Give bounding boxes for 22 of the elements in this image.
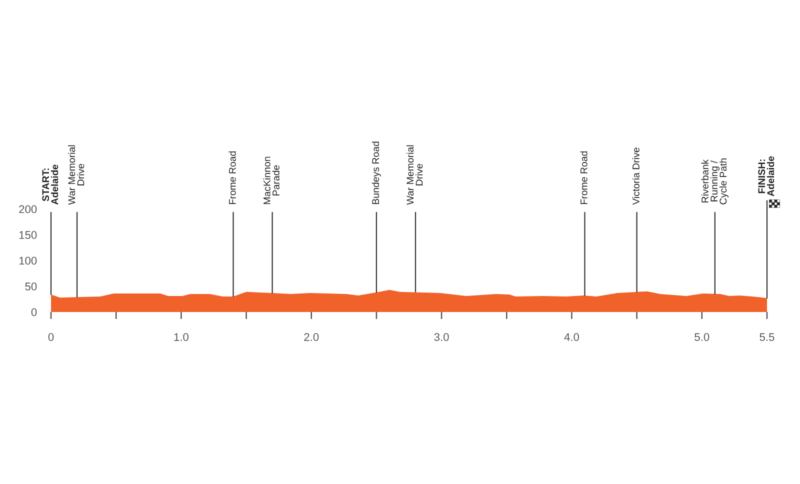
- annotation: Victoria Drive: [632, 148, 640, 205]
- y-tick-label: 0: [31, 308, 37, 316]
- annotation: FINISH: Adelaide: [758, 156, 774, 196]
- annotation: Frome Road: [580, 151, 588, 204]
- annotation: Frome Road: [228, 151, 236, 204]
- annotation: Bundeys Road: [372, 142, 381, 204]
- annotation: START: Adelaide: [42, 164, 58, 205]
- annotation: War Memorial Drive: [406, 145, 423, 205]
- y-tick-label: 200: [19, 205, 37, 214]
- y-tick-label: 150: [19, 231, 37, 239]
- x-tick-label: 0: [48, 333, 54, 341]
- annotation: MacKinnon Parade: [263, 156, 280, 204]
- x-tick-label: 5.5: [760, 333, 774, 341]
- x-tick-label: 2.0: [304, 333, 319, 341]
- x-tick-label: 3.0: [434, 333, 449, 341]
- annotation: Riverbank Running / Cycle Path: [701, 158, 729, 204]
- y-tick-label: 100: [19, 256, 37, 265]
- y-tick-label: 50: [25, 282, 37, 290]
- x-tick-label: 4.0: [564, 333, 580, 341]
- x-tick-label: 5.0: [694, 333, 710, 341]
- annotation: War Memorial Drive: [68, 145, 84, 205]
- x-tick-label: 1.0: [174, 333, 188, 341]
